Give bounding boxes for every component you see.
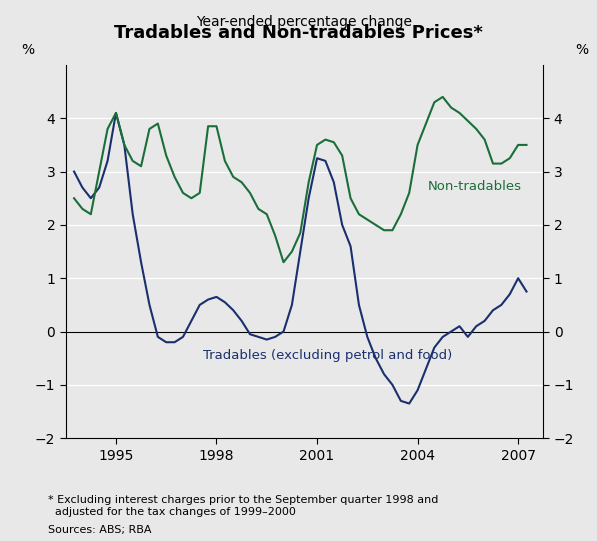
Text: %: % <box>575 43 588 57</box>
Title: Year-ended percentage change: Year-ended percentage change <box>196 15 413 29</box>
Text: Tradables and Non-tradables Prices*: Tradables and Non-tradables Prices* <box>114 24 483 42</box>
Text: %: % <box>21 43 34 57</box>
Text: Sources: ABS; RBA: Sources: ABS; RBA <box>48 525 151 535</box>
Text: Non-tradables: Non-tradables <box>427 180 522 193</box>
Text: * Excluding interest charges prior to the September quarter 1998 and
  adjusted : * Excluding interest charges prior to th… <box>48 495 438 517</box>
Text: Tradables (excluding petrol and food): Tradables (excluding petrol and food) <box>203 349 453 362</box>
